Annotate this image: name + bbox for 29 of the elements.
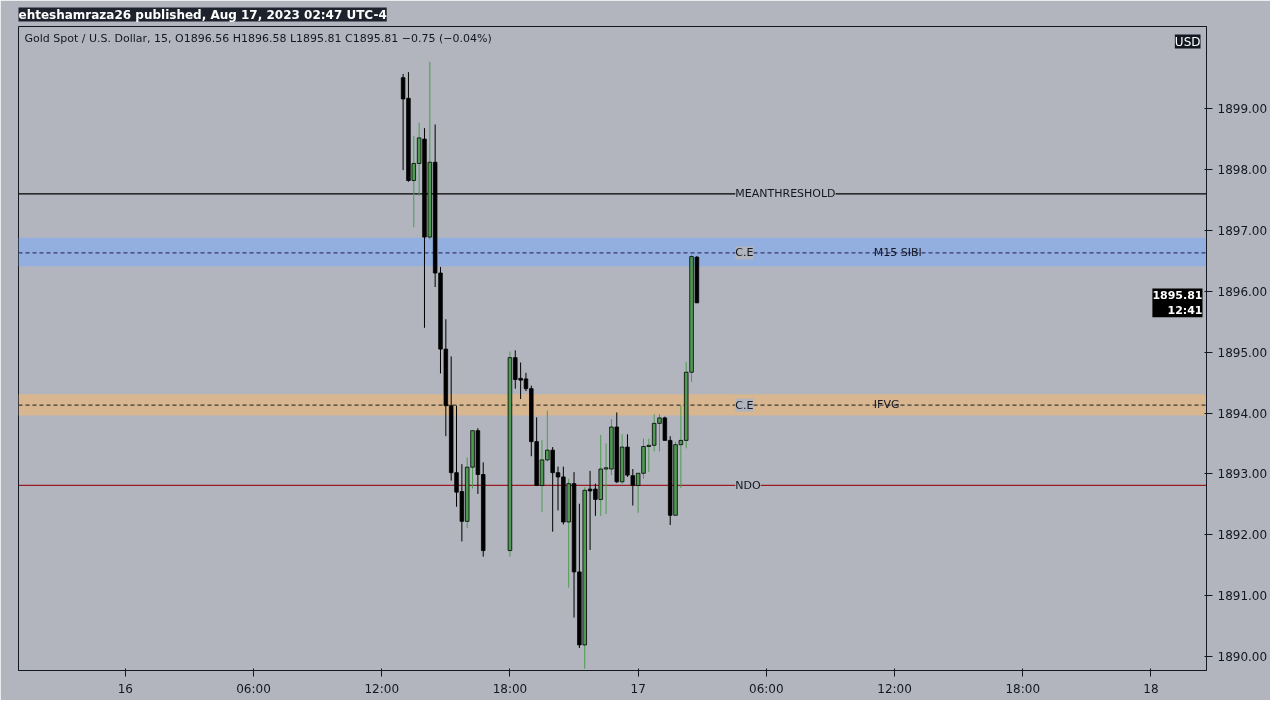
x-tick-label: 06:00: [236, 681, 271, 696]
ref-line-label: NDO: [735, 478, 761, 492]
band-label: M15 SIBI: [873, 245, 922, 259]
x-tick-label: 18:00: [492, 681, 528, 696]
y-tick-label: 1899.00: [1217, 102, 1268, 117]
y-tick-label: 1895.00: [1217, 345, 1268, 360]
y-tick-label: 1893.00: [1217, 467, 1268, 482]
ref-line-label: C.E: [735, 246, 754, 260]
annotation: USD: [1174, 34, 1201, 49]
ref-line-label: C.E: [735, 398, 754, 412]
text: Gold Spot / U.S. Dollar, 15, O1896.56 H1896.58 L1895.81 C1895.81 −0.75 (−0.04%): [24, 31, 492, 45]
ref-line-label: MEANTHRESHOLD: [735, 187, 836, 201]
y-tick-label: 1891.00: [1217, 589, 1268, 604]
y-tick-label: 1896.00: [1217, 284, 1268, 299]
x-tick-label: 16: [117, 681, 133, 696]
x-tick-label: 18:00: [1005, 681, 1041, 696]
band-label: IFVG: [873, 398, 900, 412]
y-tick-label: 1890.00: [1217, 650, 1268, 664]
x-tick-label: 17: [630, 681, 646, 696]
y-tick-label: 1892.00: [1217, 528, 1268, 543]
x-tick-label: 12:00: [364, 681, 400, 696]
x-tick-label: 18: [1143, 681, 1159, 696]
x-tick-label: 06:00: [749, 681, 784, 696]
annotation: 1895.81 12:41: [1152, 288, 1203, 318]
y-tick-label: 1898.00: [1217, 163, 1268, 178]
y-tick-label: 1894.00: [1217, 406, 1268, 421]
chart-subtitle: ehteshamraza26 published, Aug 17, 2023 02:47 UTC-4: [18, 7, 387, 22]
x-tick-label: 12:00: [877, 681, 912, 696]
y-tick-label: 1897.00: [1217, 223, 1268, 238]
